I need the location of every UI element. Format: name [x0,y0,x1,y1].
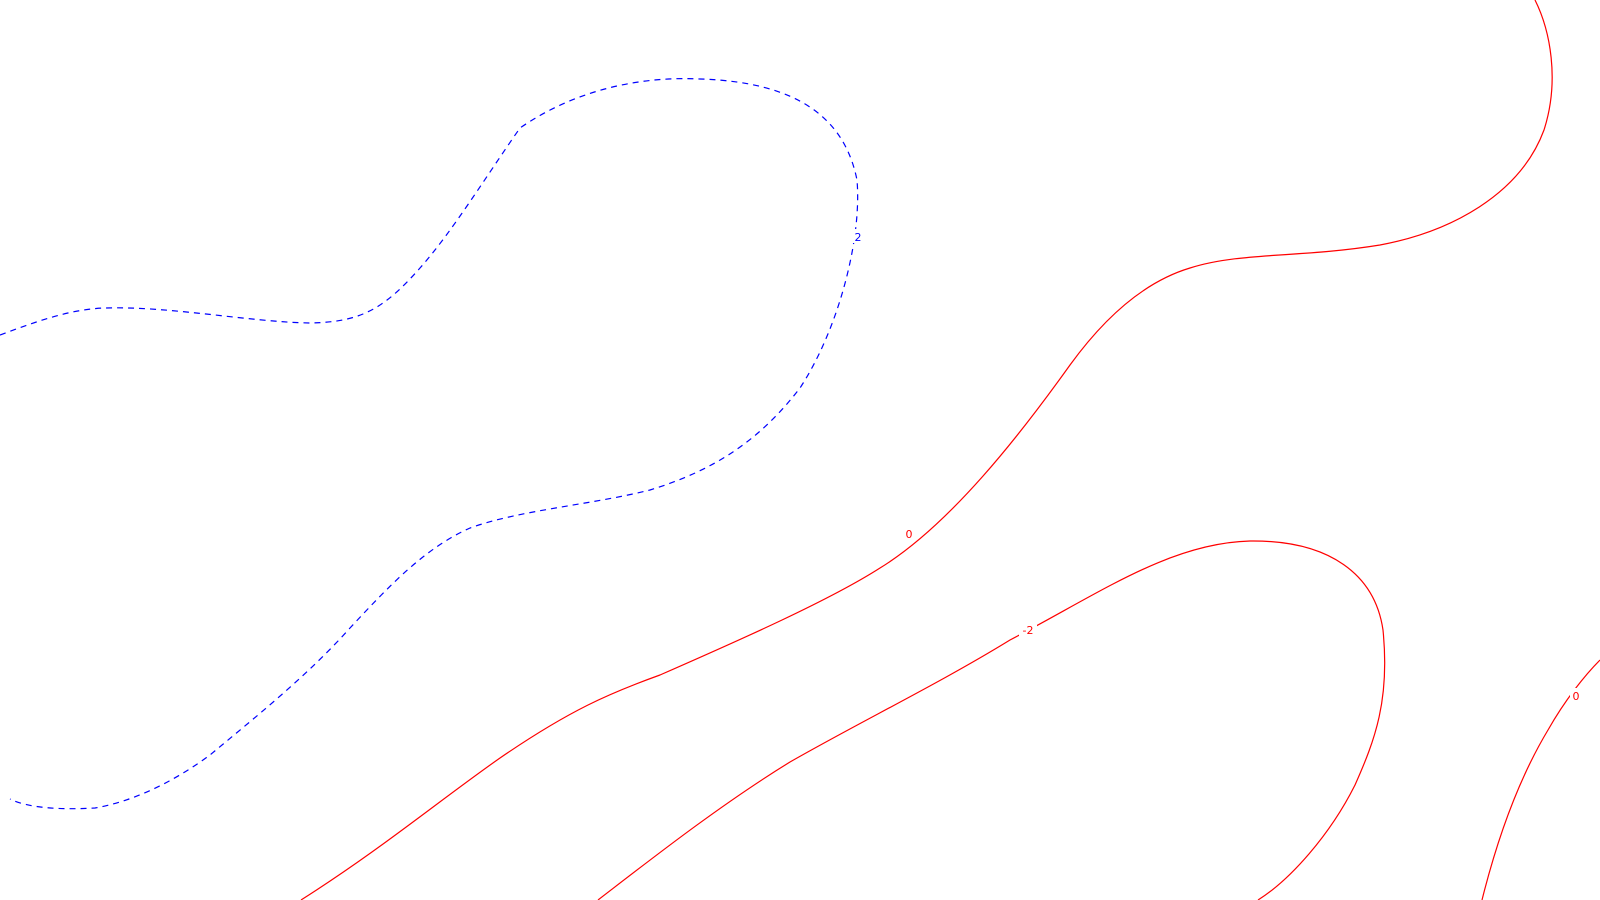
contour-label-neg2: -2 [1019,622,1037,637]
contour-line-0-right [1481,659,1600,900]
contour-label-0-center-text: 0 [906,528,913,541]
contour-line-2 [0,78,859,810]
contour-label-0-right: 0 [1570,688,1582,703]
contour-label-2-text: 2 [855,231,862,244]
contour-label-2: 2 [853,229,863,244]
contour-line-0-center [300,0,1553,900]
contour-label-0-right-text: 0 [1573,690,1580,703]
contour-line-neg2 [597,540,1386,900]
contour-label-neg2-text: -2 [1023,624,1034,637]
contour-label-0-center: 0 [903,526,915,541]
